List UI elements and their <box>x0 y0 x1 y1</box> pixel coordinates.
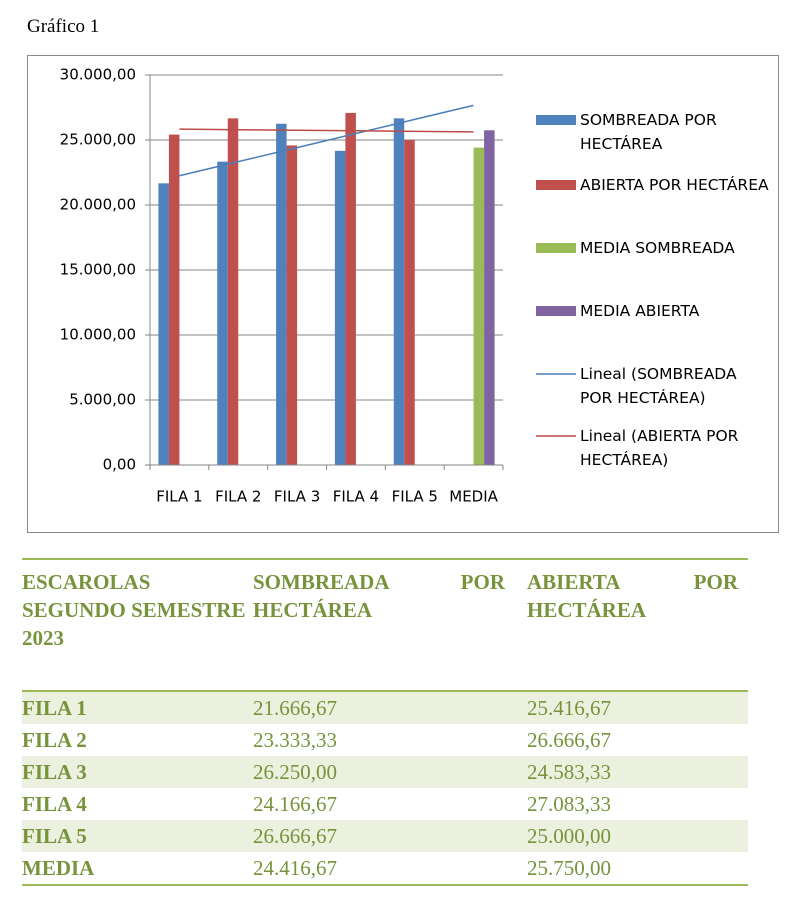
y-tick-label: 15.000,00 <box>60 261 136 279</box>
legend-swatch <box>536 180 576 190</box>
legend-swatch <box>536 115 576 125</box>
table-cell: 25.750,00 <box>527 852 748 886</box>
y-tick-label: 30.000,00 <box>60 66 136 84</box>
x-tick-label: MEDIA <box>449 488 498 506</box>
bar <box>334 150 346 465</box>
legend-swatch <box>536 243 576 253</box>
x-tick-label: FILA 2 <box>215 488 261 506</box>
bar <box>168 134 180 465</box>
table-cell: 26.666,67 <box>527 728 611 752</box>
bar <box>345 112 356 465</box>
bar <box>393 118 405 466</box>
y-tick-label: 25.000,00 <box>60 131 136 149</box>
table-row: FILA 5 26.666,67 25.000,00 <box>22 820 748 852</box>
table-cell: 27.083,33 <box>527 792 611 816</box>
table-row: FILA 3 26.250,00 24.583,33 <box>22 756 748 788</box>
table-cell: 21.666,67 <box>253 691 527 724</box>
table-cell: 24.416,67 <box>253 852 527 886</box>
header-cell: SOMBREADA POR HECTÁREA <box>253 558 527 692</box>
y-tick-label: 0,00 <box>103 456 136 474</box>
x-tick-label: FILA 4 <box>333 488 379 506</box>
table-cell: 24.166,67 <box>253 792 337 816</box>
table-cell: 25.416,67 <box>527 691 748 724</box>
table-cell: 26.250,00 <box>253 756 527 788</box>
table-cell: 23.333,33 <box>253 728 337 752</box>
y-tick-label: 20.000,00 <box>60 196 136 214</box>
header-row: ESCAROLAS SEGUNDO SEMESTRE 2023 SOMBREAD… <box>22 558 748 692</box>
table-row: FILA 1 21.666,67 25.416,67 <box>22 691 748 724</box>
table-row: FILA 4 24.166,67 27.083,33 <box>22 788 748 820</box>
caption: Gráfico 1 <box>27 16 100 37</box>
legend-label: Lineal (SOMBREADA POR HECTÁREA) <box>580 365 737 407</box>
table-cell: 25.000,00 <box>527 820 748 852</box>
x-tick-label: FILA 5 <box>392 488 438 506</box>
bar <box>227 118 239 466</box>
legend-label: MEDIA SOMBREADA <box>580 239 735 257</box>
bar <box>158 183 169 465</box>
table-cell: MEDIA <box>22 852 253 886</box>
y-tick-label: 5.000,00 <box>69 391 136 409</box>
table-cell: 26.666,67 <box>253 820 527 852</box>
table-cell: FILA 5 <box>22 820 253 852</box>
table-cell: FILA 3 <box>22 756 253 788</box>
table-cell: FILA 4 <box>22 792 87 816</box>
legend-label: ABIERTA POR HECTÁREA <box>580 176 769 194</box>
x-tick-label: FILA 1 <box>156 488 202 506</box>
chart: 0,00 5.000,00 10.000,00 15.000,00 20.000,00 2… <box>60 66 576 506</box>
data-table: ESCAROLAS SEGUNDO SEMESTRE 2023 SOMBREAD… <box>22 558 748 886</box>
header-cell: ESCAROLAS SEGUNDO SEMESTRE 2023 <box>22 558 253 692</box>
bar <box>473 147 485 465</box>
bar <box>217 161 228 465</box>
table-row: FILA 2 23.333,33 26.666,67 <box>22 724 748 756</box>
table-cell: 24.583,33 <box>527 756 748 788</box>
bar <box>404 140 415 465</box>
bar <box>484 130 495 465</box>
legend-label: Lineal (ABIERTA POR HECTÁREA) <box>580 427 739 469</box>
table-cell: FILA 1 <box>22 691 253 724</box>
bar <box>286 145 298 465</box>
trend-line <box>179 104 474 177</box>
trend-line <box>179 128 474 133</box>
bar <box>276 123 287 465</box>
legend-label: MEDIA ABIERTA <box>580 302 700 320</box>
y-tick-label: 10.000,00 <box>60 326 136 344</box>
table-row: MEDIA 24.416,67 25.750,00 <box>22 852 748 886</box>
legend-label: SOMBREADA POR HECTÁREA <box>580 111 717 153</box>
x-tick-label: FILA 3 <box>274 488 320 506</box>
table-cell: FILA 2 <box>22 728 87 752</box>
header-cell: ABIERTA POR HECTÁREA <box>527 558 748 692</box>
chart-frame <box>27 55 779 533</box>
legend-swatch <box>536 306 576 316</box>
